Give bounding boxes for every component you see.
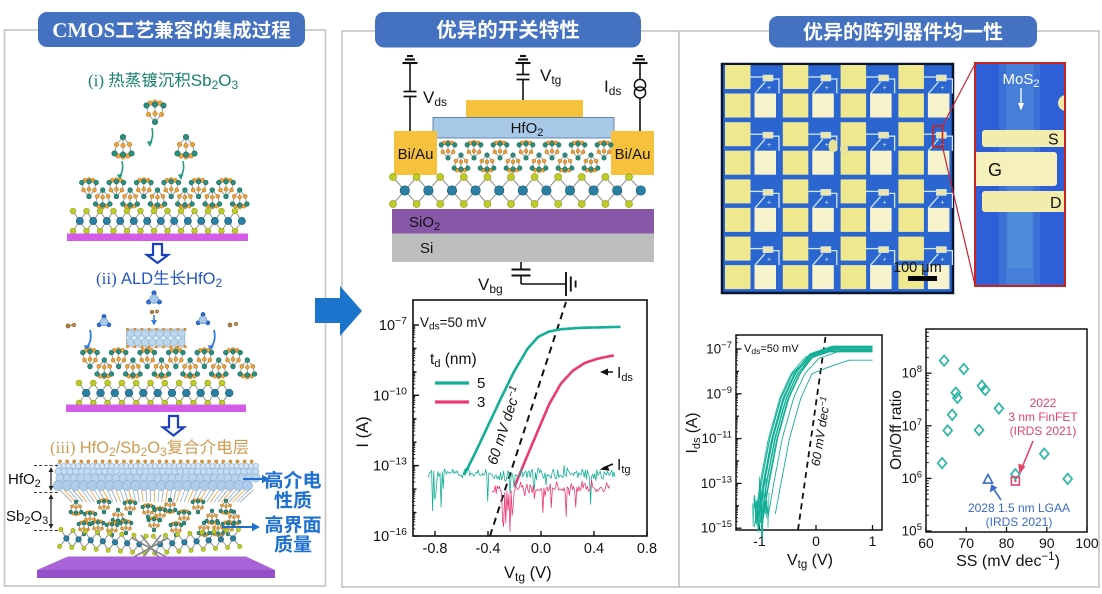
- svg-text:80: 80: [999, 535, 1015, 551]
- svg-text:Vds: Vds: [423, 88, 447, 109]
- svg-text:(IRDS 2021): (IRDS 2021): [1010, 424, 1077, 438]
- svg-text:td (nm): td (nm): [430, 351, 477, 370]
- svg-text:HfO2/Sb2O3: HfO2/Sb2O3: [80, 439, 167, 459]
- svg-text:+: +: [825, 142, 829, 149]
- svg-text:Bi/Au: Bi/Au: [615, 146, 651, 163]
- svg-text:Vds=50 mV: Vds=50 mV: [744, 343, 799, 356]
- svg-text:SiO2: SiO2: [409, 214, 440, 233]
- svg-text:Vtg (V): Vtg (V): [787, 552, 833, 571]
- svg-text:3 nm FinFET: 3 nm FinFET: [1008, 410, 1078, 424]
- svg-text:G: G: [988, 160, 1002, 180]
- svg-text:+: +: [767, 199, 771, 206]
- svg-text:HfO2: HfO2: [8, 471, 41, 490]
- svg-text:+: +: [825, 199, 829, 206]
- svg-text:-0.8: -0.8: [423, 541, 448, 557]
- svg-text:+: +: [825, 85, 829, 92]
- svg-text:+: +: [883, 257, 887, 264]
- svg-text:1: 1: [869, 533, 877, 549]
- svg-text:On/Off ratio: On/Off ratio: [888, 390, 905, 470]
- svg-text:-1: -1: [753, 533, 766, 549]
- svg-text:S: S: [1048, 132, 1059, 149]
- svg-text:+: +: [767, 142, 771, 149]
- svg-text:+: +: [883, 199, 887, 206]
- svg-text:+: +: [883, 142, 887, 149]
- svg-text:2028 1.5 nm LGAA: 2028 1.5 nm LGAA: [968, 501, 1070, 515]
- svg-text:D: D: [1050, 195, 1062, 212]
- svg-text:5: 5: [477, 375, 485, 392]
- svg-text:0.8: 0.8: [637, 541, 657, 557]
- svg-text:100 μm: 100 μm: [893, 260, 942, 276]
- svg-text:SS (mV dec−1): SS (mV dec−1): [956, 551, 1060, 570]
- svg-text:Bi/Au: Bi/Au: [398, 146, 434, 163]
- svg-text:+: +: [767, 257, 771, 264]
- svg-text:HfO2: HfO2: [186, 270, 222, 290]
- svg-text:3: 3: [477, 394, 485, 411]
- svg-text:HfO2: HfO2: [511, 120, 544, 139]
- svg-text:ALD: ALD: [121, 270, 153, 288]
- svg-text:-0.4: -0.4: [476, 541, 501, 557]
- svg-text:Si: Si: [420, 240, 433, 257]
- svg-text:0.4: 0.4: [584, 541, 604, 557]
- svg-text:60: 60: [918, 535, 934, 551]
- svg-text:+: +: [940, 199, 944, 206]
- svg-text:+: +: [825, 257, 829, 264]
- svg-text:Vtg (V): Vtg (V): [504, 564, 552, 584]
- svg-text:90: 90: [1039, 535, 1055, 551]
- svg-text:70: 70: [958, 535, 974, 551]
- svg-text:MoS2: MoS2: [1003, 71, 1040, 90]
- svg-text:+: +: [940, 257, 944, 264]
- svg-text:+: +: [940, 85, 944, 92]
- svg-text:+: +: [767, 85, 771, 92]
- svg-text:2022: 2022: [1030, 396, 1057, 410]
- svg-text:Sb2O3: Sb2O3: [6, 508, 48, 527]
- svg-text:0: 0: [812, 533, 820, 549]
- svg-text:+: +: [883, 85, 887, 92]
- svg-text:100: 100: [1075, 535, 1099, 551]
- svg-text:I (A): I (A): [354, 416, 372, 447]
- svg-text:(IRDS 2021): (IRDS 2021): [986, 515, 1053, 529]
- svg-text:0.0: 0.0: [531, 541, 551, 557]
- svg-text:Sb2O3: Sb2O3: [191, 71, 239, 92]
